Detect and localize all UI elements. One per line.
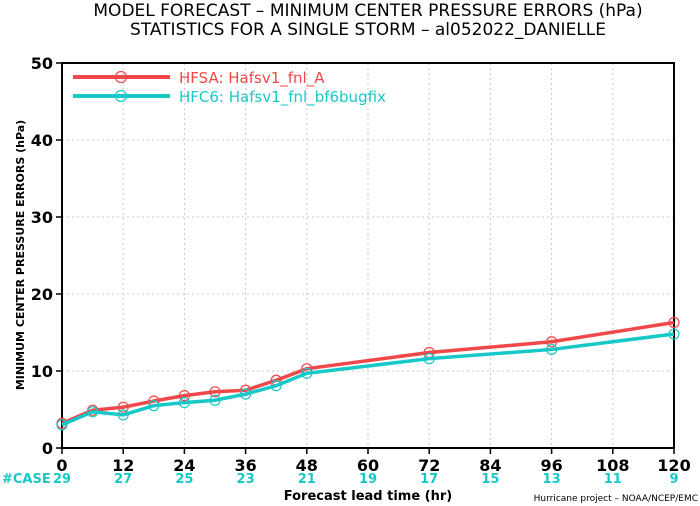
series-1-point <box>209 386 221 398</box>
case-count: 11 <box>604 472 622 487</box>
chart-title-line1: MODEL FORECAST – MINIMUM CENTER PRESSURE… <box>93 1 642 21</box>
series-1-point <box>668 316 680 329</box>
series-2-point <box>86 406 99 418</box>
y-tick-label: 40 <box>31 131 53 150</box>
series-2-point <box>117 409 129 421</box>
x-tick-label: 0 <box>56 456 67 475</box>
series-2-point <box>301 367 313 379</box>
series-1-point <box>117 401 129 413</box>
plot-frame <box>61 62 675 449</box>
series-2-point <box>148 400 160 412</box>
legend-label-1: HFSA: Hafsv1_fnl_A <box>179 69 325 88</box>
case-count: 19 <box>359 472 377 487</box>
y-tick-label: 0 <box>42 439 53 458</box>
x-tick-label: 48 <box>296 456 318 475</box>
case-count: 27 <box>114 472 132 487</box>
series-2-point <box>423 353 435 365</box>
case-counts: 29 27 25 23 21 19 17 15 13 11 9 <box>53 472 679 487</box>
x-axis-ticks: 0 12 24 36 48 60 72 84 96 108 120 <box>56 448 691 475</box>
chart-title-line2: STATISTICS FOR A SINGLE STORM – al052022… <box>130 20 606 40</box>
y-axis-label: MINIMUM CENTER PRESSURE ERRORS (hPa) <box>14 120 27 390</box>
grid-lines <box>62 63 674 448</box>
y-axis-ticks: 0 10 20 30 40 50 <box>31 54 62 458</box>
case-count: 23 <box>237 472 255 487</box>
x-tick-label: 96 <box>540 456 562 475</box>
series-2-point <box>668 328 680 340</box>
series-2-point <box>56 419 68 431</box>
case-count: 17 <box>420 472 438 487</box>
y-tick-label: 10 <box>31 362 53 381</box>
series-group <box>56 316 680 431</box>
x-tick-label: 120 <box>657 456 690 475</box>
case-count: 13 <box>543 472 561 487</box>
credit-text: Hurricane project – NOAA/NCEP/EMC <box>534 494 698 504</box>
case-count: 25 <box>175 472 193 487</box>
legend-label-2: HFC6: Hafsv1_fnl_bf6bugfix <box>179 88 386 107</box>
case-count: 9 <box>669 472 678 487</box>
series-2-point <box>270 380 282 392</box>
series-1-point <box>178 390 190 402</box>
x-tick-label: 36 <box>234 456 256 475</box>
series-2-point <box>545 343 558 356</box>
x-tick-label: 84 <box>479 456 501 475</box>
case-count: 29 <box>53 472 71 487</box>
case-label: #CASE <box>2 472 51 487</box>
legend-marker-2 <box>114 89 128 103</box>
series-2-point <box>178 396 190 409</box>
case-count: 21 <box>298 472 316 487</box>
x-tick-label: 12 <box>112 456 134 475</box>
x-tick-label: 60 <box>357 456 379 475</box>
series-2-point <box>209 394 221 406</box>
x-tick-label: 108 <box>596 456 629 475</box>
x-tick-label: 24 <box>173 456 195 475</box>
x-axis-label: Forecast lead time (hr) <box>284 489 452 504</box>
y-tick-label: 30 <box>31 208 53 227</box>
y-tick-label: 50 <box>31 54 53 73</box>
case-count: 15 <box>481 472 499 487</box>
legend-marker-1 <box>114 70 128 84</box>
y-tick-label: 20 <box>31 285 53 304</box>
series-1-point <box>545 336 558 348</box>
series-2-point <box>240 388 252 400</box>
x-tick-label: 72 <box>418 456 440 475</box>
